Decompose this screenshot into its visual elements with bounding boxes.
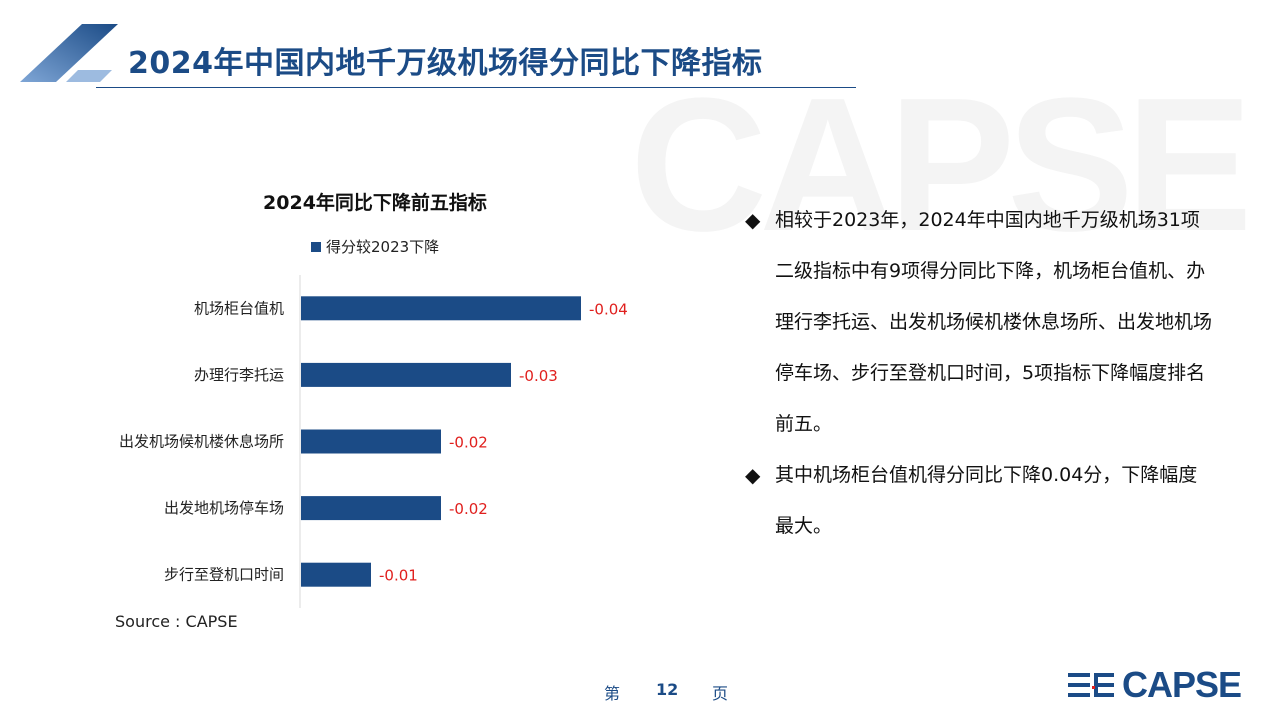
category-label-2: 办理行李托运 <box>194 366 284 384</box>
category-label-1: 机场柜台值机 <box>194 299 284 317</box>
data-label-4: -0.02 <box>449 500 488 518</box>
page-number: 12 <box>656 680 679 699</box>
category-label-3: 出发机场候机楼休息场所 <box>119 433 284 451</box>
chart-legend: 得分较2023下降 <box>311 236 439 257</box>
bar-3 <box>301 429 441 454</box>
header-stripes-icon <box>20 24 118 82</box>
source-note: Source : CAPSE <box>115 612 238 631</box>
data-label-2: -0.03 <box>519 367 558 385</box>
capse-watermark: CAPSE <box>630 59 1253 271</box>
data-label-1: -0.04 <box>589 300 628 318</box>
bar-4 <box>301 496 441 521</box>
data-label-5: -0.01 <box>379 567 418 585</box>
data-label-3: -0.02 <box>449 434 488 452</box>
legend-label: 得分较2023下降 <box>326 238 440 256</box>
bar-1 <box>301 296 581 321</box>
capse-logo: CAPSE <box>1068 664 1242 706</box>
diamond-icon: ◆ <box>745 463 761 487</box>
bullet-text-1: 相较于2023年，2024年中国内地千万级机场31项二级指标中有9项得分同比下降… <box>775 209 1213 435</box>
bullet-item-2: ◆ 其中机场柜台值机得分同比下降0.04分，下降幅度最大。 <box>745 450 1215 552</box>
page-title: 2024年中国内地千万级机场得分同比下降指标 <box>128 46 763 81</box>
title-divider <box>96 87 856 88</box>
logo-text: CAPSE <box>1122 664 1242 705</box>
bullet-list: ◆ 相较于2023年，2024年中国内地千万级机场31项二级指标中有9项得分同比… <box>745 195 1215 552</box>
category-label-4: 出发地机场停车场 <box>164 499 284 517</box>
bullet-text-2: 其中机场柜台值机得分同比下降0.04分，下降幅度最大。 <box>775 464 1198 537</box>
capse-lines-icon <box>1068 673 1114 697</box>
diamond-icon: ◆ <box>745 208 761 232</box>
category-label-5: 步行至登机口时间 <box>164 566 284 584</box>
legend-swatch <box>311 241 321 252</box>
page-prefix: 第 <box>604 684 621 703</box>
page-indicator: 第 12 页 <box>604 680 728 704</box>
bar-5 <box>301 562 371 587</box>
chart-title: 2024年同比下降前五指标 <box>263 192 487 214</box>
bullet-item-1: ◆ 相较于2023年，2024年中国内地千万级机场31项二级指标中有9项得分同比… <box>745 195 1215 450</box>
page-suffix: 页 <box>712 684 729 703</box>
bar-chart: 机场柜台值机 -0.04 办理行李托运 -0.03 出发机场候机楼休息场所 -0.02 出发… <box>119 275 628 608</box>
bar-2 <box>301 362 511 387</box>
